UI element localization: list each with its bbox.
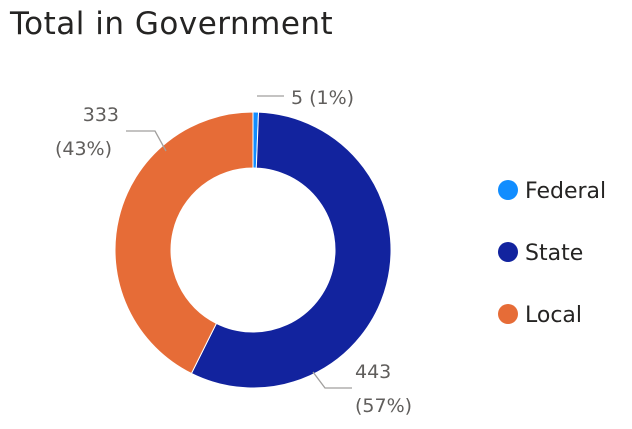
donut-slice-state[interactable] (190, 111, 392, 389)
leader-line-local (126, 130, 167, 152)
data-label-state-line2: (57%) (355, 395, 412, 417)
data-label-local-line1: 333 (83, 104, 119, 126)
legend-marker-federal (498, 180, 518, 200)
data-label-state-line1: 443 (355, 361, 391, 383)
legend-marker-state (498, 242, 518, 262)
legend-label-federal[interactable]: Federal (525, 179, 606, 204)
donut-slice-local[interactable] (114, 111, 254, 375)
leader-line-state (312, 371, 352, 389)
chart-title: Total in Government (10, 6, 334, 42)
data-label-local-line2: (43%) (55, 138, 112, 160)
legend-marker-local (498, 304, 518, 324)
legend-label-local[interactable]: Local (525, 303, 582, 328)
legend-label-state[interactable]: State (525, 241, 583, 266)
data-label-federal: 5 (1%) (291, 87, 354, 109)
